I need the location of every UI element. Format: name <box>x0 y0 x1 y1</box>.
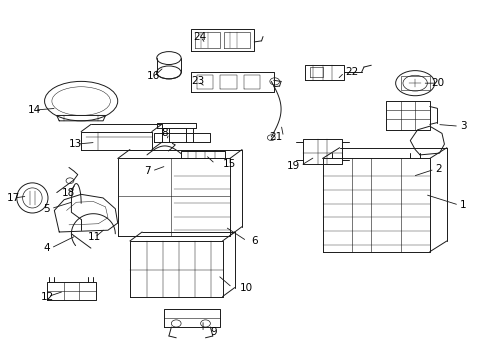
Text: 15: 15 <box>222 159 235 169</box>
Text: 9: 9 <box>210 327 217 337</box>
Text: 13: 13 <box>69 139 82 149</box>
Text: 8: 8 <box>161 129 168 138</box>
Text: 2: 2 <box>434 164 441 174</box>
Text: 23: 23 <box>190 76 203 86</box>
Text: 16: 16 <box>147 71 160 81</box>
Text: 5: 5 <box>43 204 50 214</box>
Text: 19: 19 <box>286 161 299 171</box>
Text: 24: 24 <box>193 32 206 41</box>
Text: 18: 18 <box>61 188 75 198</box>
Bar <box>400 76 429 90</box>
Text: 20: 20 <box>430 78 444 88</box>
Text: 3: 3 <box>459 121 466 131</box>
Text: 14: 14 <box>27 105 41 115</box>
Text: 4: 4 <box>43 243 50 253</box>
Text: 1: 1 <box>459 200 466 210</box>
Text: 22: 22 <box>345 67 358 77</box>
Text: 10: 10 <box>239 283 252 293</box>
Text: 12: 12 <box>41 292 54 302</box>
Text: 17: 17 <box>7 193 20 203</box>
Text: 6: 6 <box>250 236 257 246</box>
Text: 11: 11 <box>87 232 101 242</box>
Text: 21: 21 <box>269 132 282 142</box>
Text: 7: 7 <box>144 166 151 176</box>
